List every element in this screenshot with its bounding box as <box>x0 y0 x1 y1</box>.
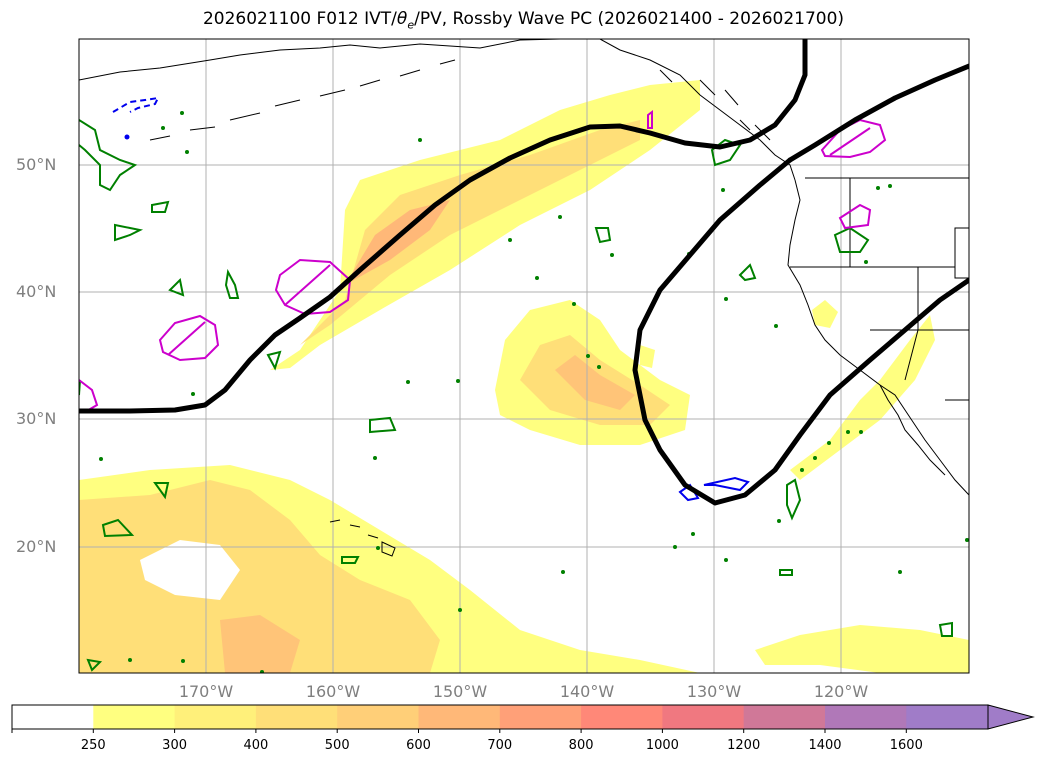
alaska-coast <box>79 39 561 81</box>
ivt-south-mid <box>79 480 440 673</box>
map-frame <box>78 38 970 674</box>
map-plot-area <box>79 39 969 673</box>
map-title: 2026021100 F012 IVT/θe/PV, Rossby Wave P… <box>202 9 845 32</box>
na-west-coast <box>787 179 969 496</box>
theta-e-dots <box>99 111 969 673</box>
lon-label-160w: 160°W <box>305 682 361 701</box>
colorbar-swatch <box>906 705 989 729</box>
baja-peninsula <box>879 384 946 476</box>
coastlines <box>79 39 969 557</box>
colorbar-tick-label: 700 <box>487 738 513 753</box>
colorbar-tick-label: 500 <box>324 738 350 753</box>
ivt-gulf-patch <box>640 345 655 368</box>
colorbar-swatch <box>743 705 826 729</box>
ivt-plume-mid <box>300 120 640 345</box>
colorbar-swatch <box>337 705 419 729</box>
colorbar-swatch <box>12 705 94 729</box>
colorbar-swatch <box>581 705 663 729</box>
colorbar-tick-label: 1200 <box>727 738 761 753</box>
ivt-plume-core <box>345 200 450 285</box>
colorbar-swatch <box>418 705 501 729</box>
rossby-wave-contours <box>79 39 969 506</box>
colorbar-swatch <box>93 705 176 729</box>
lat-label-30n: 30°N <box>16 409 57 428</box>
ivt-southeast-patch <box>755 625 969 673</box>
colorbar <box>11 704 1035 733</box>
rossby-west-branch <box>79 39 808 414</box>
aleutian-islands <box>149 59 456 141</box>
colorbar-tick-label: 400 <box>243 738 269 753</box>
state-borders <box>790 178 969 401</box>
ivt-south-core <box>220 615 300 673</box>
lon-label-120w: 120°W <box>813 682 869 701</box>
ivt-shading <box>79 80 969 673</box>
lat-label-20n: 20°N <box>16 537 57 556</box>
colorbar-swatch <box>662 705 745 729</box>
lon-label-140w: 140°W <box>559 682 615 701</box>
hawaii <box>329 519 396 557</box>
ivt-south-white-hole <box>140 540 240 600</box>
theta-e-contours <box>79 119 953 672</box>
lat-label-50n: 50°N <box>16 155 57 174</box>
lon-label-170w: 170°W <box>178 682 234 701</box>
colorbar-tick-label: 1000 <box>645 738 679 753</box>
colorbar-swatch <box>255 705 338 729</box>
lon-label-130w: 130°W <box>686 682 742 701</box>
rossby-northeast <box>787 63 969 163</box>
ivt-east-plume <box>790 315 935 480</box>
colorbar-tick-label: 1600 <box>889 738 923 753</box>
bc-islands <box>659 69 771 141</box>
colorbar-extend-arrow <box>987 704 1035 730</box>
colorbar-tick-label: 1400 <box>808 738 842 753</box>
colorbar-tick-label: 250 <box>80 738 106 753</box>
pv-low-dots <box>124 134 130 140</box>
lon-label-150w: 150°W <box>432 682 488 701</box>
colorbar-tick-label: 300 <box>162 738 188 753</box>
colorbar-swatch <box>499 705 582 729</box>
gulf-of-alaska-coast <box>599 39 796 181</box>
colorbar-swatch <box>174 705 257 729</box>
pv-high-contours <box>79 110 887 414</box>
lat-label-40n: 40°N <box>16 282 57 301</box>
rossby-loop <box>632 157 969 506</box>
colorbar-swatch <box>825 705 907 729</box>
ivt-east-patch <box>812 300 838 328</box>
colorbar-tick-label: 800 <box>568 738 594 753</box>
colorbar-tick-label: 600 <box>406 738 431 753</box>
ivt-blob-core <box>555 355 635 410</box>
